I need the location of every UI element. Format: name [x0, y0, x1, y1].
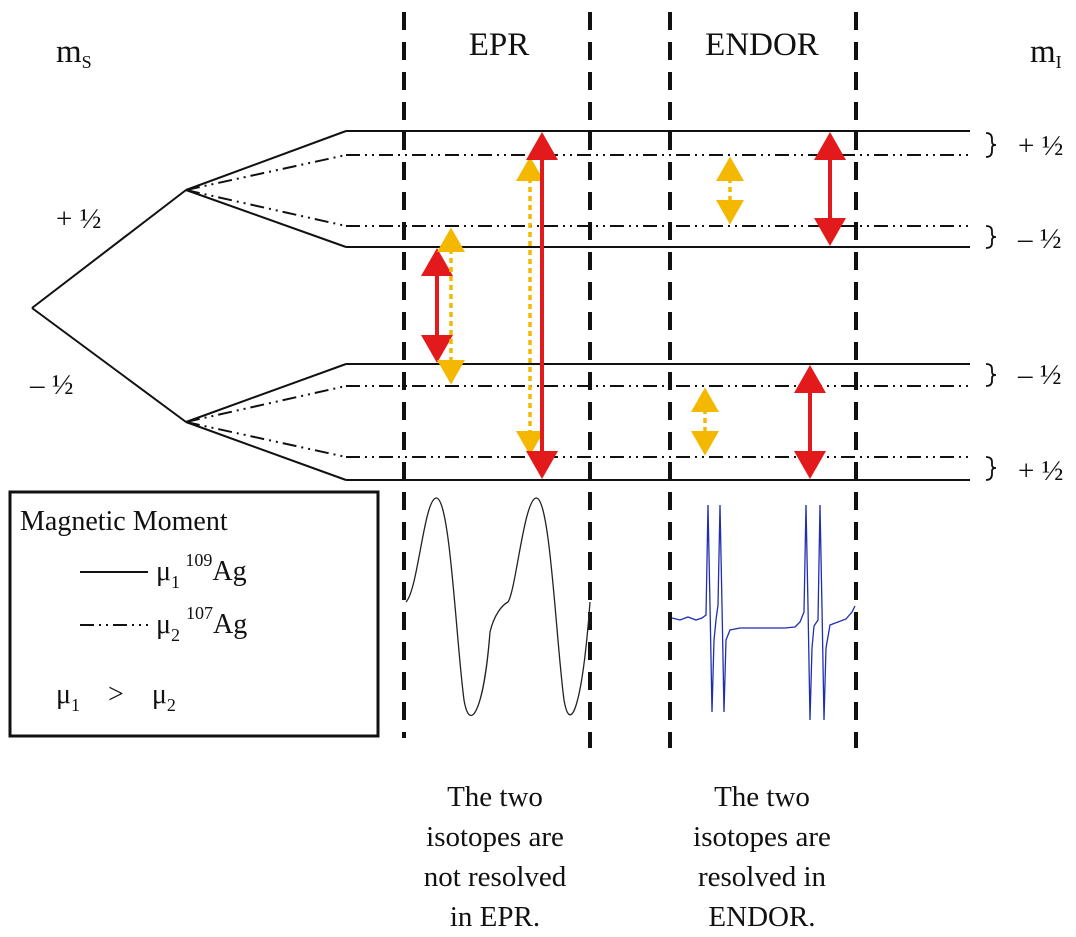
endor-spectrum-trace — [671, 504, 856, 721]
epr-caption-line-3: not resolved — [424, 861, 567, 893]
upper-fan-solid-bottom — [185, 189, 347, 248]
ms-plus-label: + ½ — [56, 203, 101, 235]
lower-fan-solid-bottom — [185, 421, 347, 481]
endor-header: ENDOR — [705, 27, 819, 63]
split-origin-down — [31, 307, 187, 423]
brace-4 — [985, 456, 997, 481]
ms-header: mS — [56, 34, 92, 72]
mi-label-4: + ½ — [1018, 455, 1063, 487]
upper-fan-solid-top — [185, 130, 347, 191]
epr-caption-line-1: The two — [447, 781, 543, 813]
lower-fan-dashdot-bottom — [185, 421, 347, 458]
upper-fan-dashdot-top — [185, 154, 347, 191]
transition-arrows — [421, 132, 846, 479]
mi-header: mI — [1030, 34, 1062, 72]
epr-caption-line-4: in EPR. — [450, 901, 540, 933]
endor-caption: The two isotopes are resolved in ENDOR. — [693, 781, 831, 933]
endor-caption-line-2: isotopes are — [693, 821, 831, 853]
brace-3 — [985, 363, 997, 387]
legend-title: Magnetic Moment — [20, 506, 228, 537]
legend-box — [8, 490, 380, 738]
legend-item-107: μ2107Ag — [156, 603, 247, 645]
endor-caption-line-4: ENDOR. — [708, 901, 815, 933]
split-origin-up — [31, 189, 187, 309]
epr-spectrum-trace — [405, 497, 591, 716]
mi-label-2: – ½ — [1017, 223, 1062, 255]
legend-comparison: μ1 > μ2 — [56, 679, 176, 715]
epr-caption-line-2: isotopes are — [426, 821, 564, 853]
column-separators — [402, 12, 858, 748]
mi-label-1: + ½ — [1018, 130, 1063, 162]
legend-item-109: μ1109Ag — [156, 550, 247, 592]
endor-caption-line-3: resolved in — [698, 861, 827, 893]
electron-splitting — [31, 189, 187, 423]
lower-fan-dashdot-top — [185, 385, 347, 423]
upper-fan-dashdot-bottom — [185, 189, 347, 227]
epr-caption: The two isotopes are not resolved in EPR… — [424, 781, 567, 933]
lower-manifold — [185, 363, 970, 481]
lower-fan-solid-top — [185, 363, 347, 423]
brace-1 — [985, 132, 997, 158]
epr-header: EPR — [469, 27, 530, 63]
mi-braces — [985, 132, 997, 481]
upper-manifold — [185, 130, 970, 248]
mi-label-3: – ½ — [1017, 359, 1062, 391]
brace-2 — [985, 225, 997, 249]
ms-minus-label: – ½ — [29, 369, 74, 401]
endor-caption-line-1: The two — [714, 781, 810, 813]
